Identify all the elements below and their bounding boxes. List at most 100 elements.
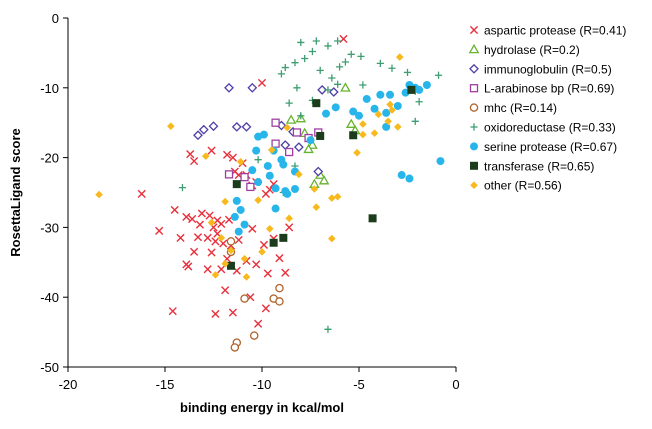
data-point xyxy=(376,90,385,99)
data-point xyxy=(211,309,220,319)
data-point xyxy=(324,86,332,94)
data-point xyxy=(434,71,443,79)
legend-marker xyxy=(470,123,478,131)
data-point xyxy=(368,214,377,223)
data-point xyxy=(167,122,175,130)
data-point xyxy=(249,331,259,340)
legend-marker xyxy=(470,142,478,151)
legend-item: transferase (R=0.65) xyxy=(470,159,594,173)
data-point xyxy=(178,184,187,192)
legend-marker xyxy=(469,84,479,93)
data-point xyxy=(313,166,324,177)
data-point xyxy=(317,84,328,95)
data-point xyxy=(170,205,179,215)
data-point xyxy=(394,123,402,131)
data-point xyxy=(230,343,240,352)
legend-marker xyxy=(470,161,478,170)
data-point xyxy=(190,247,199,256)
legend: aspartic protease (R=0.41) hydrolase (R=0… xyxy=(468,24,626,193)
legend-item: hydrolase (R=0.2) xyxy=(468,43,580,57)
data-point xyxy=(374,110,383,119)
legend-item: other (R=0.56) xyxy=(470,179,562,193)
data-point xyxy=(388,64,396,72)
data-point xyxy=(232,196,241,205)
data-point xyxy=(388,106,396,114)
legend-label: mhc (R=0.14) xyxy=(484,101,557,115)
data-point xyxy=(248,224,257,233)
data-point xyxy=(95,190,103,199)
data-point xyxy=(254,178,263,187)
data-point xyxy=(293,142,304,153)
series-3 xyxy=(224,118,323,192)
data-point xyxy=(221,286,230,295)
data-point xyxy=(384,117,392,126)
data-point xyxy=(285,214,293,223)
data-point xyxy=(341,58,350,66)
data-point xyxy=(407,85,416,94)
data-point xyxy=(295,170,303,179)
data-point xyxy=(211,271,220,279)
data-point xyxy=(347,50,355,58)
data-point xyxy=(240,294,249,303)
data-point xyxy=(405,174,414,183)
data-point xyxy=(182,212,191,222)
data-point xyxy=(334,37,342,45)
data-point xyxy=(261,304,270,313)
data-point xyxy=(211,237,220,246)
data-point xyxy=(203,233,212,242)
data-point xyxy=(316,66,324,74)
data-point xyxy=(285,223,294,232)
legend-item: L-arabinose bp (R=0.69) xyxy=(469,82,614,96)
data-point xyxy=(328,194,336,202)
data-point xyxy=(310,185,319,193)
data-point xyxy=(257,78,267,88)
data-point xyxy=(357,52,365,60)
data-point xyxy=(386,90,395,99)
data-point xyxy=(207,218,216,227)
data-point xyxy=(297,38,305,47)
data-point xyxy=(355,111,363,120)
data-point xyxy=(186,150,195,159)
series-8 xyxy=(95,53,404,281)
x-axis-title: binding energy in kcal/mol xyxy=(180,400,344,415)
data-point xyxy=(359,120,367,128)
data-point xyxy=(359,81,367,89)
data-point xyxy=(242,273,251,281)
x-tick-label: -10 xyxy=(253,377,272,392)
data-point xyxy=(258,248,266,256)
data-point xyxy=(203,265,212,274)
data-point xyxy=(324,42,332,50)
data-point xyxy=(271,118,280,127)
data-point xyxy=(230,212,239,221)
data-point xyxy=(190,156,199,166)
data-point xyxy=(307,139,318,149)
data-point xyxy=(349,107,358,116)
data-point xyxy=(382,108,391,117)
data-point xyxy=(370,104,379,113)
legend-label: hydrolase (R=0.2) xyxy=(484,43,580,57)
y-tick-label: -30 xyxy=(40,220,59,235)
data-point xyxy=(226,237,236,246)
data-point xyxy=(345,118,357,128)
data-point xyxy=(236,157,245,166)
data-point xyxy=(193,233,203,242)
data-point xyxy=(252,146,261,155)
data-point xyxy=(208,121,219,132)
data-point xyxy=(370,129,379,137)
data-point xyxy=(234,235,243,245)
data-point xyxy=(306,136,315,145)
data-point xyxy=(184,262,193,271)
data-point xyxy=(334,80,342,88)
data-point xyxy=(195,220,205,229)
data-point xyxy=(222,150,232,159)
data-point xyxy=(228,308,237,317)
legend-marker xyxy=(469,25,479,35)
legend-label: transferase (R=0.65) xyxy=(484,159,594,173)
data-point xyxy=(224,82,234,93)
data-point xyxy=(293,84,301,92)
y-axis-title: RosettaLigand score xyxy=(8,128,23,257)
legend-label: other (R=0.56) xyxy=(484,179,562,193)
data-point xyxy=(436,157,445,166)
legend-label: oxidoreductase (R=0.33) xyxy=(484,121,616,135)
data-point xyxy=(292,128,302,137)
